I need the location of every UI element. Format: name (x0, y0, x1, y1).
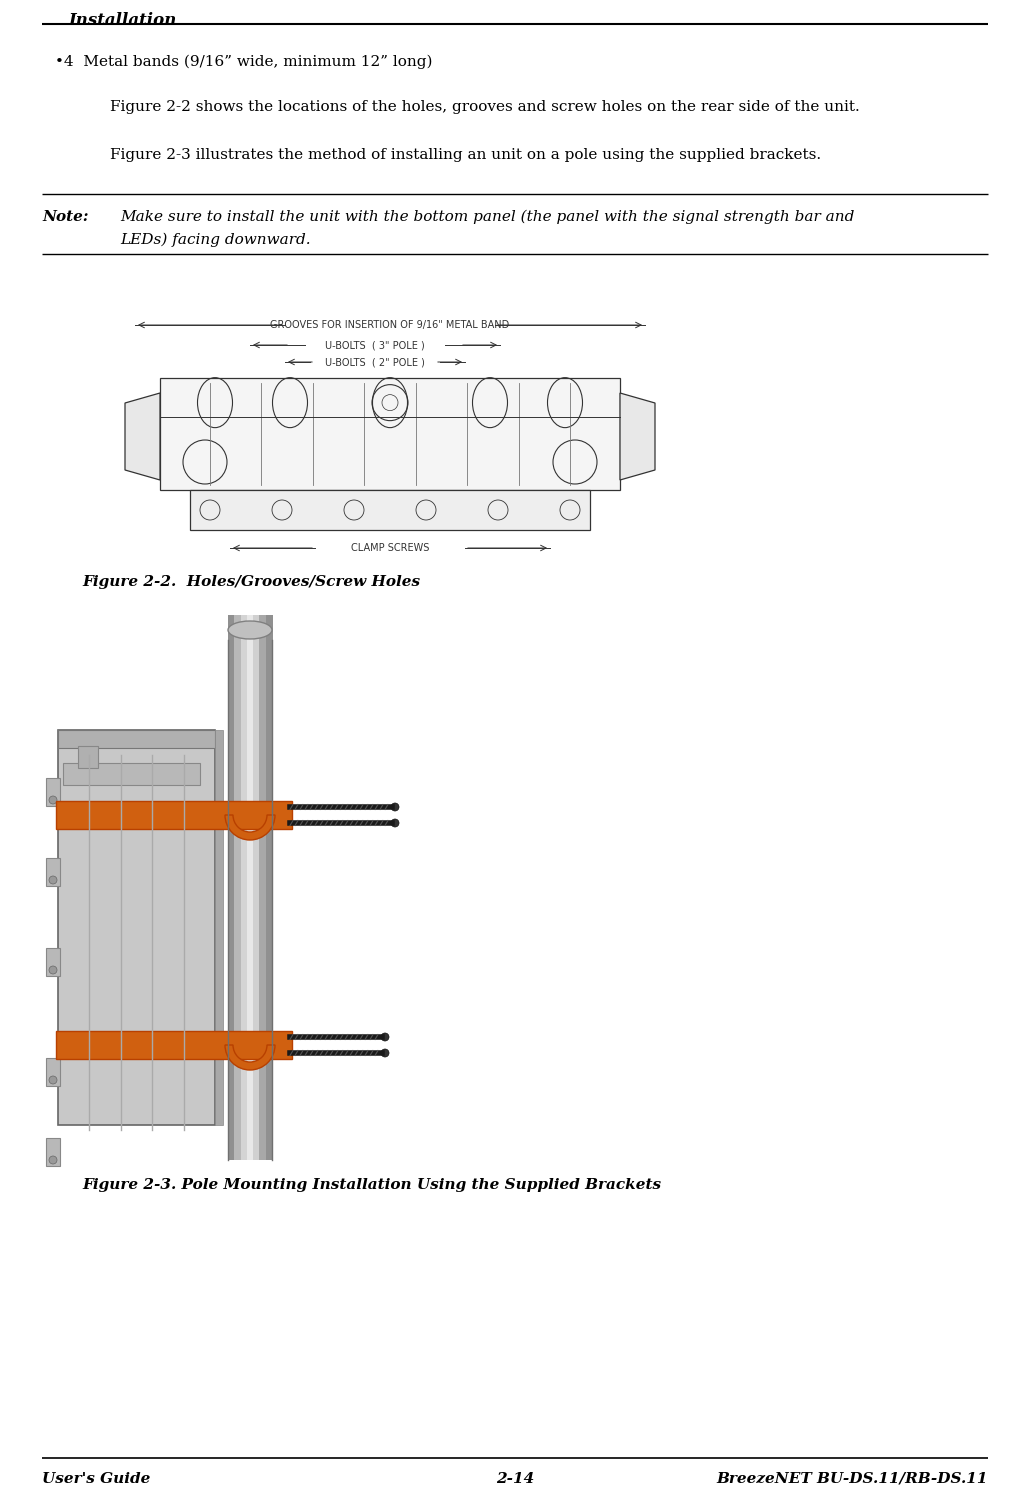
Bar (228, 615, 235, 1160)
Circle shape (391, 803, 399, 811)
Text: •4  Metal bands (9/16” wide, minimum 12” long): •4 Metal bands (9/16” wide, minimum 12” … (55, 55, 433, 69)
Text: Note:: Note: (42, 210, 89, 223)
Bar (46, 1058, 60, 1085)
Text: GROOVES FOR INSERTION OF 9/16" METAL BAND: GROOVES FOR INSERTION OF 9/16" METAL BAN… (270, 319, 510, 330)
Ellipse shape (228, 621, 272, 639)
Bar (266, 615, 273, 1160)
Circle shape (49, 796, 57, 803)
Bar (260, 615, 266, 1160)
Text: Installation: Installation (68, 12, 176, 28)
Text: BreezeNET BU-DS.11/RB-DS.11: BreezeNET BU-DS.11/RB-DS.11 (717, 1472, 988, 1486)
Bar (253, 615, 260, 1160)
Polygon shape (125, 393, 160, 480)
Text: LEDs) facing downward.: LEDs) facing downward. (121, 232, 311, 247)
Text: Figure 2-3 illustrates the method of installing an unit on a pole using the supp: Figure 2-3 illustrates the method of ins… (110, 148, 821, 162)
Circle shape (49, 875, 57, 884)
Circle shape (381, 1033, 389, 1040)
Text: CLAMP SCREWS: CLAMP SCREWS (351, 543, 430, 553)
Text: User's Guide: User's Guide (42, 1472, 150, 1486)
Wedge shape (225, 815, 275, 839)
Bar (46, 778, 60, 806)
Bar (241, 615, 247, 1160)
Bar (56, 800, 291, 829)
Circle shape (391, 818, 399, 827)
Bar (46, 857, 60, 886)
Bar (46, 1138, 60, 1166)
Bar (56, 1031, 291, 1058)
Bar (63, 763, 200, 785)
Text: U-BOLTS  ( 3" POLE ): U-BOLTS ( 3" POLE ) (325, 340, 424, 349)
Circle shape (381, 1049, 389, 1057)
Bar (46, 947, 60, 976)
Bar (58, 730, 215, 1126)
Bar (215, 730, 224, 1126)
Text: Figure 2-3. Pole Mounting Installation Using the Supplied Brackets: Figure 2-3. Pole Mounting Installation U… (82, 1178, 661, 1192)
Text: Figure 2-2.  Holes/Grooves/Screw Holes: Figure 2-2. Holes/Grooves/Screw Holes (82, 576, 420, 589)
Bar (160, 378, 620, 490)
Text: Make sure to install the unit with the bottom panel (the panel with the signal s: Make sure to install the unit with the b… (121, 210, 854, 225)
Wedge shape (225, 1045, 275, 1070)
Text: 2-14: 2-14 (495, 1472, 535, 1486)
Bar (247, 615, 253, 1160)
Text: U-BOLTS  ( 2" POLE ): U-BOLTS ( 2" POLE ) (325, 357, 425, 367)
Circle shape (49, 1076, 57, 1084)
Polygon shape (620, 393, 655, 480)
Bar (234, 615, 241, 1160)
Bar (78, 747, 98, 767)
Circle shape (49, 1156, 57, 1165)
Circle shape (49, 965, 57, 974)
Text: Figure 2-2 shows the locations of the holes, grooves and screw holes on the rear: Figure 2-2 shows the locations of the ho… (110, 100, 860, 114)
Bar (190, 490, 590, 531)
Bar (58, 730, 215, 748)
